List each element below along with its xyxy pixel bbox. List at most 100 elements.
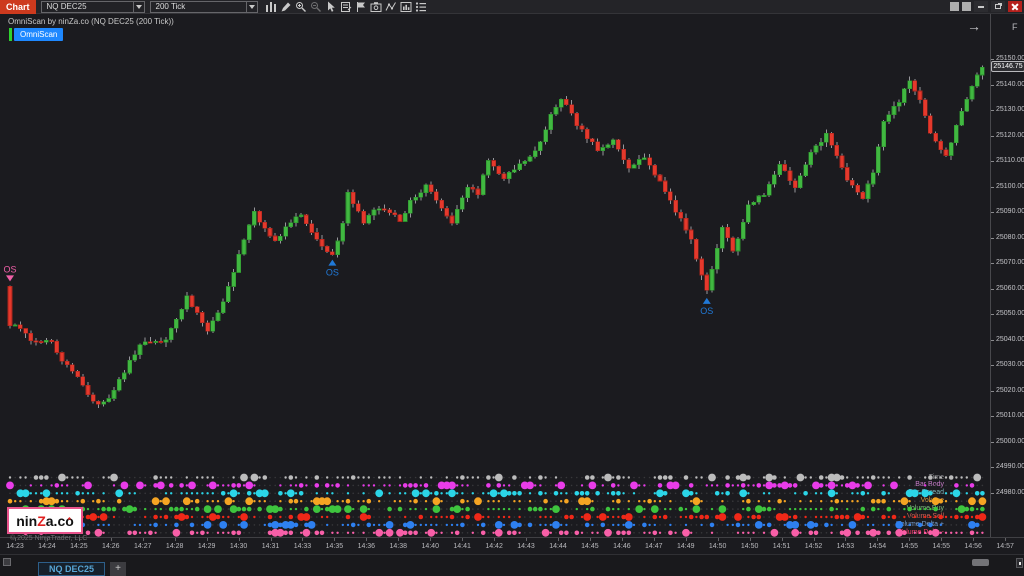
cursor-icon[interactable] (324, 1, 339, 13)
price-tick-mark (991, 288, 994, 290)
time-tick-mark (749, 538, 751, 541)
price-tick-label: 25130.00 (996, 106, 1024, 114)
price-tick-mark (991, 263, 994, 265)
minimize-button[interactable] (974, 1, 988, 12)
price-tick-label: 25110.00 (996, 157, 1024, 165)
price-tick-mark (991, 84, 994, 86)
time-tick-label: 14:23 (6, 543, 24, 550)
time-tick-label: 14:40 (421, 543, 439, 550)
price-tick-mark (991, 390, 994, 392)
candlestick-chart[interactable]: OS OS OS (0, 14, 990, 537)
data-series-icon[interactable] (414, 1, 429, 13)
add-tab-button[interactable]: + (110, 562, 126, 576)
chevron-down-icon (132, 1, 144, 12)
time-tick-label: 14:54 (868, 543, 887, 550)
horizontal-scrollbar-thumb[interactable] (972, 559, 989, 566)
price-tick-label: 25050.00 (996, 310, 1024, 318)
indicator-title: OmniScan by ninZa.co (NQ DEC25 (200 Tick… (8, 17, 174, 26)
instrument-dropdown[interactable]: NQ DEC25 (40, 0, 145, 13)
time-tick-mark (877, 538, 879, 541)
omniscan-accent-bar (9, 28, 12, 41)
time-tick-mark (1005, 538, 1007, 541)
ninza-logo: ninZa.co * (7, 507, 83, 534)
indicators-icon[interactable] (384, 1, 399, 13)
price-tick-mark (991, 339, 994, 341)
time-tick-mark (813, 538, 815, 541)
time-tick-mark (845, 538, 847, 541)
chart-properties-icon[interactable] (399, 1, 414, 13)
chart-area[interactable]: OmniScan by ninZa.co (NQ DEC25 (200 Tick… (0, 14, 1024, 542)
time-tick-mark (526, 538, 528, 541)
time-tick-label: 14:47 (645, 543, 663, 550)
time-tick-label: 14:33 (293, 543, 312, 550)
time-tick-mark (142, 538, 144, 541)
fixed-scale-label: F (1012, 22, 1018, 32)
chart-menu-button[interactable]: Chart (0, 0, 36, 14)
time-tick-label: 14:31 (261, 543, 280, 550)
time-tick-label: 14:50 (740, 543, 759, 550)
bar-type-icon[interactable] (264, 1, 279, 13)
price-tick-label: 25000.00 (996, 437, 1024, 445)
time-tick-label: 14:27 (133, 543, 152, 550)
zoom-out-icon[interactable] (309, 1, 324, 13)
time-tick-label: 14:49 (676, 543, 695, 550)
alerts-icon[interactable] (354, 1, 369, 13)
price-tick-mark (991, 161, 994, 163)
time-tick-label: 14:50 (708, 543, 727, 550)
window-controls (950, 1, 1022, 12)
time-tick-mark (621, 538, 623, 541)
close-button[interactable] (1008, 1, 1022, 12)
os-marker-label: OS (326, 268, 339, 278)
time-tick-mark (46, 538, 48, 541)
price-tick-label: 25120.00 (996, 131, 1024, 139)
interval-dropdown[interactable]: 200 Tick (149, 0, 258, 13)
price-tick-label: 25010.00 (996, 412, 1024, 420)
time-tick-mark (653, 538, 655, 541)
interval-link-icon[interactable] (962, 2, 971, 11)
instrument-dropdown-value: NQ DEC25 (46, 2, 87, 11)
price-tick-label: 25080.00 (996, 233, 1024, 241)
snapshot-icon[interactable] (369, 1, 384, 13)
time-tick-label: 14:52 (804, 543, 823, 550)
time-axis[interactable]: 14:23 14:24 14:25 14:26 14:27 14:28 14:29 14:30… (0, 537, 1024, 554)
restore-button[interactable] (991, 1, 1005, 12)
time-tick-label: 14:29 (197, 543, 216, 550)
price-tick-mark (991, 212, 994, 214)
time-tick-label: 14:55 (900, 543, 919, 550)
price-axis[interactable]: F 25150.00 25140.00 25130.00 25120.00 25110.… (990, 14, 1024, 537)
price-tick-mark (991, 237, 994, 239)
price-tick-mark (991, 314, 994, 316)
zoom-in-icon[interactable] (294, 1, 309, 13)
price-tick-mark (991, 59, 994, 60)
chart-trader-icon[interactable] (339, 1, 354, 13)
price-tick-mark (991, 186, 994, 188)
time-tick-label: 14:53 (836, 543, 855, 550)
time-tick-label: 14:45 (581, 543, 599, 550)
instrument-link-icon[interactable] (950, 2, 959, 11)
time-tick-label: 14:43 (517, 543, 535, 550)
tab-nq-dec25[interactable]: NQ DEC25 (38, 562, 106, 576)
time-tick-label: 14:56 (964, 543, 982, 550)
drawing-tools-icon[interactable] (279, 1, 294, 13)
go-to-latest-arrow-icon[interactable]: → (967, 18, 981, 34)
time-tick-label: 14:30 (229, 543, 248, 550)
price-tick-label: 25140.00 (996, 80, 1024, 88)
tab-bar: NQ DEC25 + (0, 554, 1024, 576)
scrollbar-corner-icon[interactable] (1016, 558, 1023, 568)
toolbar: Chart NQ DEC25 200 Tick (0, 0, 1024, 14)
logo-star-icon: * (67, 515, 71, 525)
time-tick-mark (398, 538, 400, 541)
price-tick-mark (991, 365, 994, 367)
time-tick-mark (270, 538, 272, 541)
tab-scroll-icon[interactable] (3, 558, 11, 566)
time-tick-mark (717, 538, 719, 541)
price-tick-label: 25040.00 (996, 335, 1024, 343)
price-tick-mark (991, 135, 994, 137)
time-tick-mark (334, 538, 336, 541)
os-marker-label: OS (3, 264, 16, 274)
time-tick-mark (174, 538, 176, 541)
omniscan-button[interactable]: OmniScan (14, 28, 64, 41)
price-tick-mark (991, 441, 994, 443)
price-tick-label: 24990.00 (996, 463, 1024, 471)
time-tick-mark (973, 538, 975, 541)
